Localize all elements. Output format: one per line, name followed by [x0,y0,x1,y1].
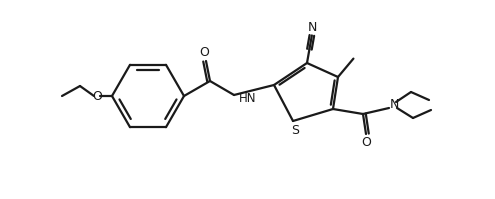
Text: S: S [291,124,299,137]
Text: N: N [389,98,398,110]
Text: O: O [92,90,102,102]
Text: O: O [361,136,371,148]
Text: N: N [308,21,318,34]
Text: O: O [199,47,209,60]
Text: HN: HN [239,92,256,104]
